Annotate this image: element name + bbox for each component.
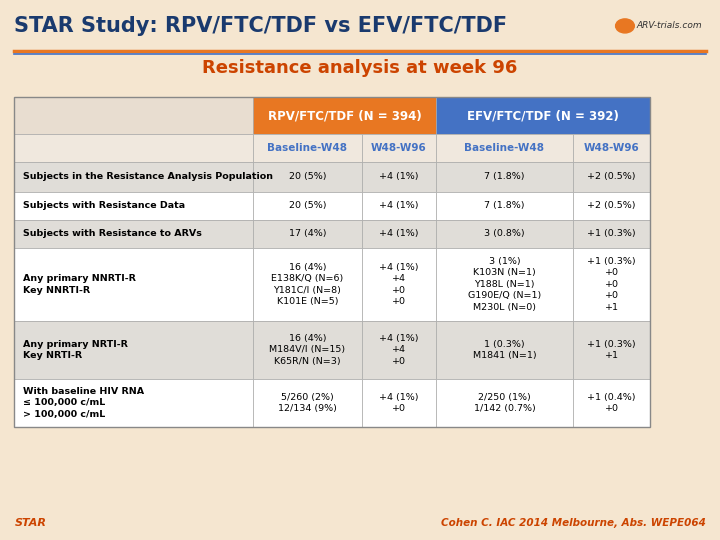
Bar bbox=[573, 162, 650, 192]
Text: EFV/FTC/TDF (N = 392): EFV/FTC/TDF (N = 392) bbox=[467, 109, 619, 122]
Text: Subjects in the Resistance Analysis Population: Subjects in the Resistance Analysis Popu… bbox=[23, 172, 273, 181]
Bar bbox=[362, 379, 436, 427]
Bar bbox=[436, 162, 573, 192]
Text: 1 (0.3%)
M1841 (N=1): 1 (0.3%) M1841 (N=1) bbox=[472, 340, 536, 360]
Text: +1 (0.3%): +1 (0.3%) bbox=[588, 230, 636, 238]
Bar bbox=[362, 134, 436, 162]
Text: ARV-trials.com: ARV-trials.com bbox=[636, 22, 702, 30]
Bar bbox=[362, 162, 436, 192]
Text: +4 (1%)
+0: +4 (1%) +0 bbox=[379, 393, 419, 413]
Text: STAR: STAR bbox=[14, 518, 46, 528]
Bar bbox=[253, 162, 362, 192]
Bar bbox=[436, 134, 573, 162]
Text: +1 (0.3%)
+0
+0
+0
+1: +1 (0.3%) +0 +0 +0 +1 bbox=[588, 257, 636, 312]
Bar bbox=[573, 134, 650, 162]
Bar bbox=[14, 192, 253, 220]
Bar bbox=[14, 220, 253, 248]
Bar bbox=[14, 321, 253, 379]
Text: 20 (5%): 20 (5%) bbox=[289, 201, 326, 210]
Text: W48-W96: W48-W96 bbox=[372, 143, 427, 153]
Text: +4 (1%)
+4
+0
+0: +4 (1%) +4 +0 +0 bbox=[379, 262, 419, 306]
Text: RPV/FTC/TDF (N = 394): RPV/FTC/TDF (N = 394) bbox=[268, 109, 421, 122]
Bar bbox=[436, 192, 573, 220]
Bar bbox=[253, 97, 436, 134]
Text: +1 (0.4%)
+0: +1 (0.4%) +0 bbox=[588, 393, 636, 413]
Text: +1 (0.3%)
+1: +1 (0.3%) +1 bbox=[588, 340, 636, 360]
Bar bbox=[14, 379, 253, 427]
Bar bbox=[436, 248, 573, 321]
Text: 5/260 (2%)
12/134 (9%): 5/260 (2%) 12/134 (9%) bbox=[278, 393, 337, 413]
Text: Any primary NRTI-R
Key NRTI-R: Any primary NRTI-R Key NRTI-R bbox=[23, 340, 128, 360]
Text: 3 (1%)
K103N (N=1)
Y188L (N=1)
G190E/Q (N=1)
M230L (N=0): 3 (1%) K103N (N=1) Y188L (N=1) G190E/Q (… bbox=[468, 257, 541, 312]
Bar bbox=[14, 134, 253, 162]
Text: Cohen C. IAC 2014 Melbourne, Abs. WEPE064: Cohen C. IAC 2014 Melbourne, Abs. WEPE06… bbox=[441, 518, 706, 528]
Bar bbox=[362, 192, 436, 220]
Text: 7 (1.8%): 7 (1.8%) bbox=[485, 172, 525, 181]
Bar bbox=[14, 248, 253, 321]
Text: +4 (1%)
+4
+0: +4 (1%) +4 +0 bbox=[379, 334, 419, 366]
Bar bbox=[573, 192, 650, 220]
Bar bbox=[436, 321, 573, 379]
Text: +4 (1%): +4 (1%) bbox=[379, 172, 419, 181]
Text: 2/250 (1%)
1/142 (0.7%): 2/250 (1%) 1/142 (0.7%) bbox=[474, 393, 536, 413]
Text: Any primary NNRTI-R
Key NNRTI-R: Any primary NNRTI-R Key NNRTI-R bbox=[23, 274, 136, 294]
Bar bbox=[573, 220, 650, 248]
Text: Baseline-W48: Baseline-W48 bbox=[267, 143, 348, 153]
Text: +2 (0.5%): +2 (0.5%) bbox=[588, 201, 636, 210]
Bar bbox=[253, 248, 362, 321]
Bar bbox=[253, 220, 362, 248]
Circle shape bbox=[616, 19, 634, 33]
Bar bbox=[14, 162, 253, 192]
Bar bbox=[253, 134, 362, 162]
Text: 20 (5%): 20 (5%) bbox=[289, 172, 326, 181]
Text: Baseline-W48: Baseline-W48 bbox=[464, 143, 544, 153]
Bar bbox=[253, 321, 362, 379]
Bar bbox=[253, 379, 362, 427]
Text: +4 (1%): +4 (1%) bbox=[379, 230, 419, 238]
Bar bbox=[436, 220, 573, 248]
Text: 17 (4%): 17 (4%) bbox=[289, 230, 326, 238]
Bar bbox=[253, 192, 362, 220]
Bar bbox=[436, 97, 650, 134]
Text: With baseline HIV RNA
≤ 100,000 c/mL
> 100,000 c/mL: With baseline HIV RNA ≤ 100,000 c/mL > 1… bbox=[23, 387, 144, 419]
Bar bbox=[362, 220, 436, 248]
Text: Subjects with Resistance Data: Subjects with Resistance Data bbox=[23, 201, 185, 210]
Text: 3 (0.8%): 3 (0.8%) bbox=[484, 230, 525, 238]
Text: STAR Study: RPV/FTC/TDF vs EFV/FTC/TDF: STAR Study: RPV/FTC/TDF vs EFV/FTC/TDF bbox=[14, 16, 508, 36]
Text: W48-W96: W48-W96 bbox=[584, 143, 639, 153]
Bar bbox=[14, 97, 253, 134]
Bar bbox=[573, 248, 650, 321]
Bar bbox=[362, 321, 436, 379]
Text: 7 (1.8%): 7 (1.8%) bbox=[485, 201, 525, 210]
Bar bbox=[573, 321, 650, 379]
Bar bbox=[436, 379, 573, 427]
Text: 16 (4%)
M184V/I (N=15)
K65R/N (N=3): 16 (4%) M184V/I (N=15) K65R/N (N=3) bbox=[269, 334, 346, 366]
Text: +4 (1%): +4 (1%) bbox=[379, 201, 419, 210]
Text: 16 (4%)
E138K/Q (N=6)
Y181C/I (N=8)
K101E (N=5): 16 (4%) E138K/Q (N=6) Y181C/I (N=8) K101… bbox=[271, 262, 343, 306]
Bar bbox=[14, 97, 650, 427]
Text: +2 (0.5%): +2 (0.5%) bbox=[588, 172, 636, 181]
Bar bbox=[573, 379, 650, 427]
Text: Resistance analysis at week 96: Resistance analysis at week 96 bbox=[202, 59, 518, 77]
Text: Subjects with Resistance to ARVs: Subjects with Resistance to ARVs bbox=[23, 230, 202, 238]
Bar bbox=[362, 248, 436, 321]
